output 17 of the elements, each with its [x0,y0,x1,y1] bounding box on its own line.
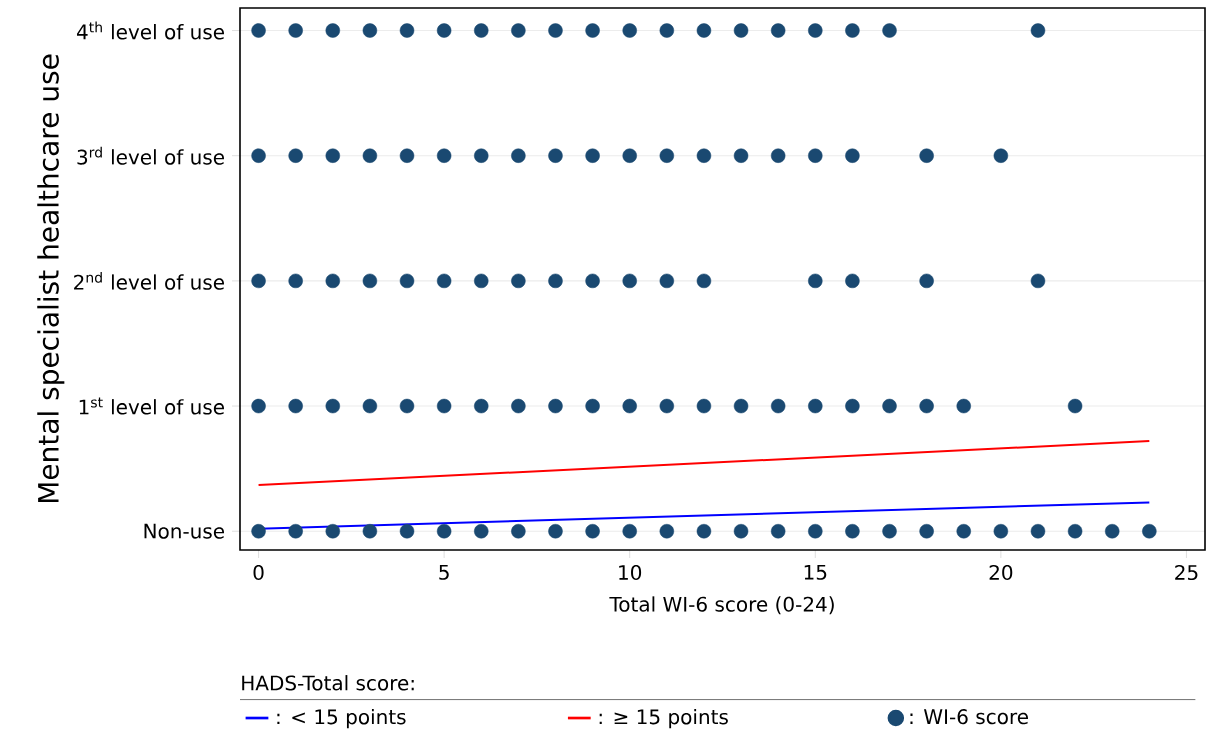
y-tick-label: 4$^{th}$ level of use [76,21,224,40]
y-tick-label: Non-use [144,523,224,539]
y-axis-title: Mental specialist healthcare use [37,54,65,503]
legend-label: : ≥ 15 points [599,708,728,729]
x-tick-label: 25 [1175,564,1198,581]
x-tick-label: 10 [619,564,642,581]
y-tick-label: 1$^{st}$ level of use [79,397,224,415]
x-axis-title: Total WI-6 score (0-24) [609,596,834,615]
x-tick-label: 20 [989,564,1013,581]
legend-title: HADS-Total score: [242,675,414,691]
x-tick-label: 15 [804,564,827,580]
y-tick-label: 2$^{nd}$ level of use [74,271,224,290]
x-tick-label: 5 [439,564,449,580]
y-tick-label: 3$^{rd}$ level of use [77,146,224,165]
legend-label: : WI-6 score [910,709,1028,725]
x-tick-label: 0 [253,564,264,581]
legend-label: : < 15 points [277,708,406,729]
